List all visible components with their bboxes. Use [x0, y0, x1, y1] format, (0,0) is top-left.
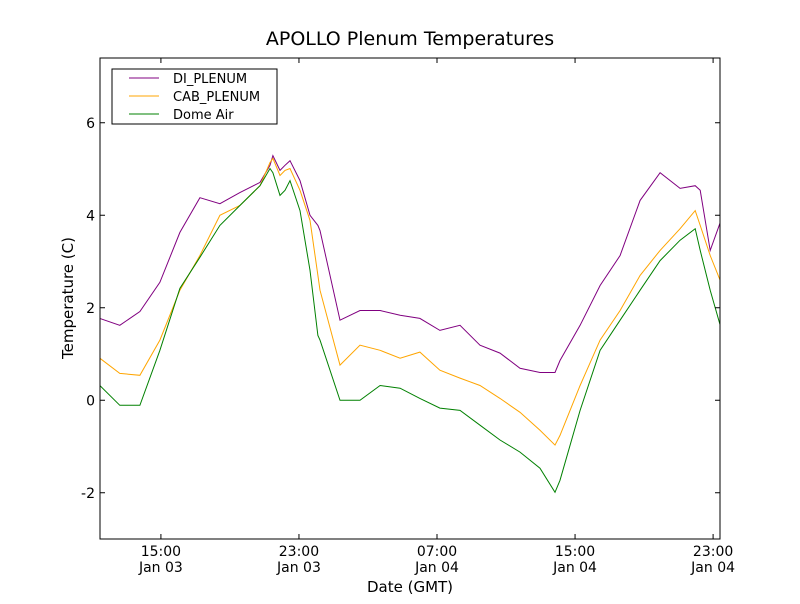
x-tick-time-label: 15:00	[141, 544, 181, 560]
series-layer	[100, 154, 720, 494]
series-line-di-plenum	[100, 154, 720, 373]
legend-label: CAB_PLENUM	[173, 90, 260, 105]
y-axis-label: Temperature (C)	[59, 237, 77, 360]
chart-title: APOLLO Plenum Temperatures	[266, 28, 554, 50]
x-axis-label: Date (GMT)	[367, 578, 453, 596]
series-line-cab-plenum	[100, 157, 720, 446]
y-tick-label: 6	[86, 116, 95, 132]
series-line-dome-air	[100, 167, 720, 494]
x-tick-date-label: Jan 04	[414, 560, 459, 576]
legend-label: DI_PLENUM	[173, 72, 247, 87]
legend-label: Dome Air	[173, 108, 234, 123]
plot-frame	[99, 57, 721, 540]
x-tick-time-label: 15:00	[555, 544, 595, 560]
x-tick-date-label: Jan 04	[690, 560, 735, 576]
x-tick-time-label: 07:00	[417, 544, 457, 560]
legend: DI_PLENUM CAB_PLENUM Dome Air	[111, 68, 278, 125]
x-tick-date-label: Jan 04	[552, 560, 597, 576]
x-tick-time-label: 23:00	[693, 544, 733, 560]
x-tick-date-label: Jan 03	[138, 560, 183, 576]
y-tick-label: -2	[81, 486, 95, 502]
x-tick-time-label: 23:00	[279, 544, 319, 560]
y-tick-label: 0	[86, 393, 95, 409]
y-tick-label: 4	[86, 208, 95, 224]
x-tick-date-label: Jan 03	[276, 560, 321, 576]
y-tick-label: 2	[86, 301, 95, 317]
